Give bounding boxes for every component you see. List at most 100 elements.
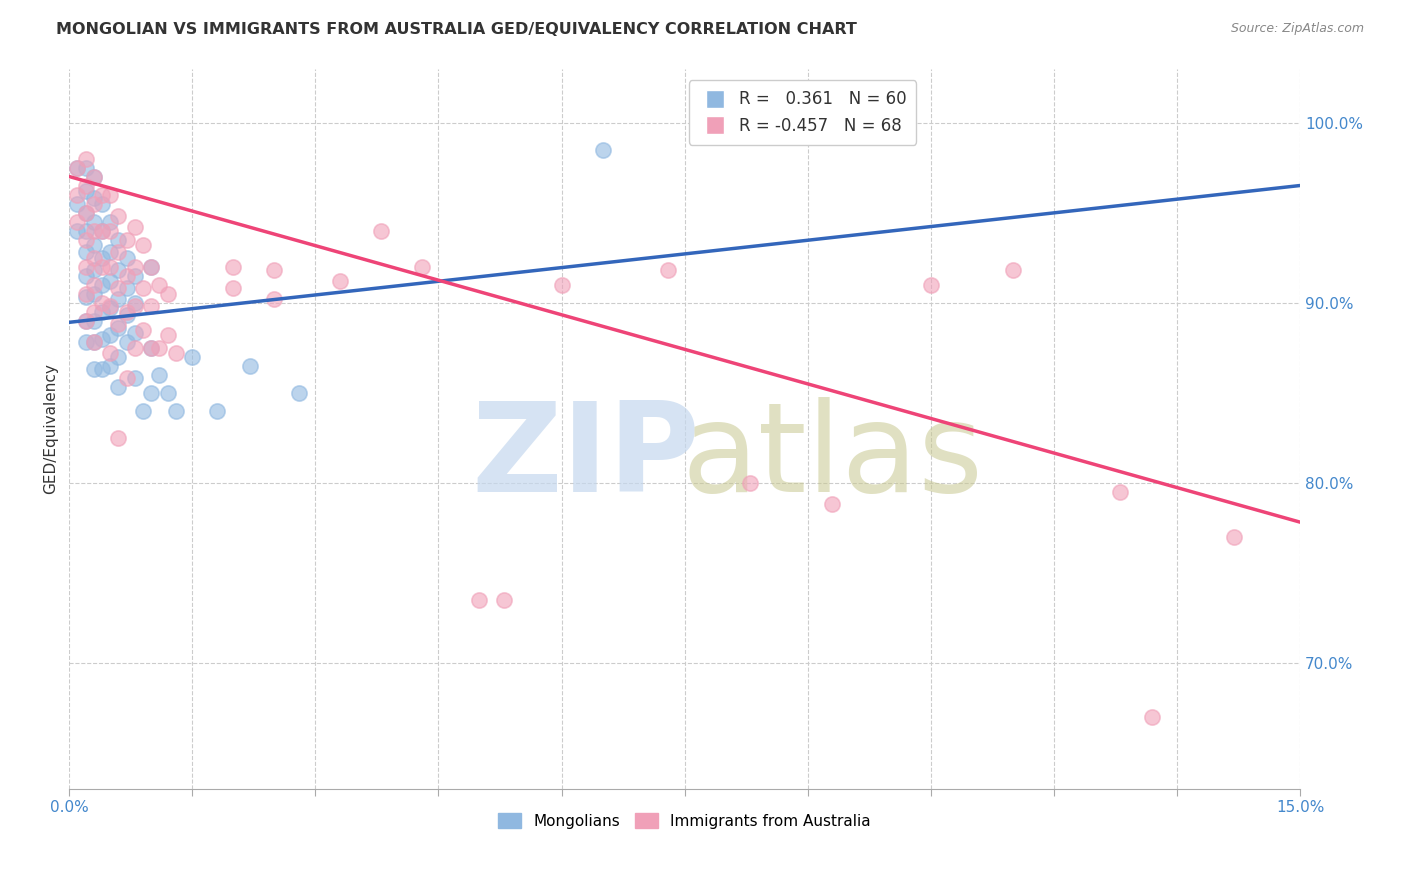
Point [75,152,97,166]
Point [66,161,89,175]
Point [1108,484,1130,499]
Point [141,341,163,355]
Point [141,299,163,313]
Point [165,346,187,360]
Point [124,341,146,355]
Point [83,313,105,327]
Point [132,403,155,417]
Text: MONGOLIAN VS IMMIGRANTS FROM AUSTRALIA GED/EQUIVALENCY CORRELATION CHART: MONGOLIAN VS IMMIGRANTS FROM AUSTRALIA G… [56,22,858,37]
Point [1142,709,1164,723]
Text: ZIP: ZIP [472,397,700,518]
Point [115,233,138,247]
Point [107,380,129,394]
Point [148,277,170,292]
Point [181,350,204,364]
Point [263,263,285,277]
Point [156,286,179,301]
Point [75,205,97,219]
Point [657,263,679,277]
Point [107,281,129,295]
Point [98,301,121,315]
Point [124,268,146,283]
Point [75,233,97,247]
Point [821,497,844,511]
Point [91,304,114,318]
Point [592,143,614,157]
Point [83,238,105,252]
Point [83,277,105,292]
Text: Source: ZipAtlas.com: Source: ZipAtlas.com [1230,22,1364,36]
Point [141,385,163,400]
Point [75,313,97,327]
Point [83,362,105,376]
Point [66,161,89,175]
Point [98,346,121,360]
Point [91,295,114,310]
Point [288,385,311,400]
Point [329,274,352,288]
Point [156,385,179,400]
Point [75,290,97,304]
Point [91,260,114,274]
Point [83,335,105,350]
Point [740,475,762,490]
Point [83,286,105,301]
Point [205,403,228,417]
Text: atlas: atlas [682,397,983,518]
Point [75,161,97,175]
Point [75,245,97,260]
Point [124,219,146,234]
Point [124,371,146,385]
Point [550,277,572,292]
Point [83,191,105,205]
Point [239,359,262,373]
Point [98,359,121,373]
Point [148,368,170,382]
Point [75,335,97,350]
Point [1001,263,1024,277]
Point [132,238,155,252]
Point [98,327,121,342]
Point [124,295,146,310]
Point [107,317,129,331]
Point [148,341,170,355]
Point [98,260,121,274]
Point [370,223,392,237]
Point [98,299,121,313]
Point [115,281,138,295]
Point [83,263,105,277]
Point [107,320,129,334]
Point [124,326,146,340]
Point [115,335,138,350]
Point [115,308,138,322]
Point [98,245,121,260]
Point [141,341,163,355]
Point [222,281,245,295]
Point [83,169,105,184]
Point [468,592,491,607]
Point [1223,529,1246,543]
Point [107,209,129,223]
Point [83,304,105,318]
Point [83,214,105,228]
Point [115,304,138,318]
Point [411,260,433,274]
Point [920,277,942,292]
Point [107,233,129,247]
Point [83,196,105,211]
Point [75,286,97,301]
Point [107,292,129,306]
Point [83,335,105,350]
Point [107,263,129,277]
Point [132,281,155,295]
Point [91,187,114,202]
Point [91,223,114,237]
Point [75,268,97,283]
Point [83,169,105,184]
Point [141,260,163,274]
Point [91,277,114,292]
Point [494,592,516,607]
Point [66,214,89,228]
Point [66,187,89,202]
Point [91,362,114,376]
